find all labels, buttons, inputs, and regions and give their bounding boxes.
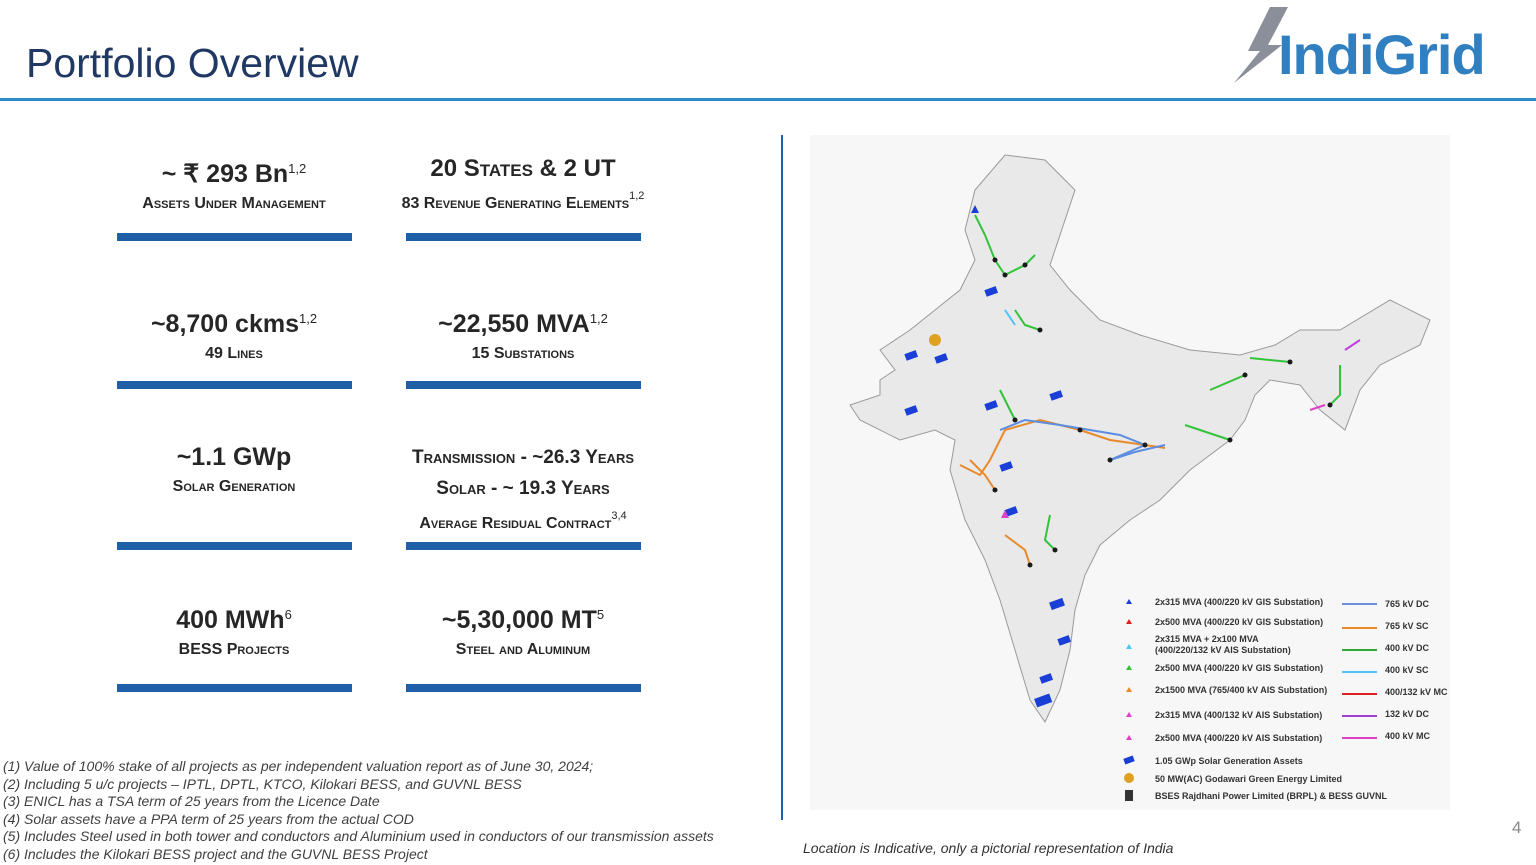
footnote: (4) Solar assets have a PPA term of 25 y… (3, 810, 414, 827)
metric: ~5,30,000 MT5 Steel and Aluminum (358, 600, 688, 659)
metric-label: 49 Lines (205, 345, 263, 362)
footnote: (5) Includes Steel used in both tower an… (3, 828, 714, 844)
metric-caption: Steel and Aluminum (358, 641, 688, 659)
metric-caption: 83 Revenue Generating Elements1,2 (358, 190, 688, 213)
legend-entry: 765 kV DC (1385, 599, 1430, 609)
metric-caption: 15 Substations (358, 345, 688, 363)
divider (781, 135, 783, 820)
map-legend (1123, 599, 1377, 801)
metric-bar (117, 542, 352, 550)
godawari-marker (929, 334, 941, 346)
substation-marker (1001, 510, 1009, 518)
metric-headline: ~22,550 MVA1,2 (358, 304, 688, 339)
footnote: (2) Including 5 u/c projects – IPTL, DPT… (3, 775, 522, 792)
legend-entry: BSES Rajdhani Power Limited (BRPL) & BES… (1155, 791, 1388, 801)
metric: 20 States & 2 UT 83 Revenue Generating El… (358, 154, 688, 213)
metric-label: Solar Generation (172, 478, 296, 495)
metric: 400 MWh6 BESS Projects (69, 600, 399, 659)
metric-headline: ~1.1 GWp (69, 442, 399, 472)
legend-entry: 2x500 MVA (400/220 kV GIS Substation) (1155, 617, 1324, 627)
metric-value: ~8,700 ckms (150, 310, 299, 338)
map-caption: Location is Indicative, only a pictorial… (803, 840, 1174, 856)
legend-entry: 400/132 kV MC (1385, 687, 1448, 697)
metric-bar (406, 233, 641, 241)
metric: Transmission - ~26.3 Years Solar - ~ 19.3… (358, 442, 688, 533)
logo-bolt (1234, 7, 1288, 83)
metric-value: ~22,550 MVA (438, 310, 590, 338)
legend-entry: 400 kV DC (1385, 643, 1430, 653)
metric-caption: Assets Under Management (69, 195, 399, 213)
metric-label: 15 Substations (471, 345, 575, 362)
metric: ~8,700 ckms1,2 49 Lines (69, 304, 399, 363)
header-rule (0, 98, 1536, 101)
footnote-ref: 6 (284, 607, 292, 622)
footnote-ref: 1,2 (298, 311, 318, 326)
page-number: 4 (1512, 818, 1522, 837)
legend-entry: 400 kV SC (1385, 665, 1429, 675)
metric-bar (406, 684, 641, 692)
metric: ~22,550 MVA1,2 15 Substations (358, 304, 688, 363)
metric: ~1.1 GWp Solar Generation (69, 442, 399, 496)
metric-bar (117, 233, 352, 241)
metric-headline: 400 MWh6 (69, 600, 399, 635)
metric-label: Steel and Aluminum (455, 641, 591, 658)
metric-label: BESS Projects (178, 641, 290, 658)
metric-value: 20 States & 2 UT (430, 155, 616, 182)
legend-entry: 400 kV MC (1385, 731, 1431, 741)
metric-headline: 20 States & 2 UT (358, 154, 688, 184)
metric-headline: Transmission - ~26.3 Years (411, 447, 635, 468)
legend-entry: 132 kV DC (1385, 709, 1430, 719)
india-outline (849, 154, 1431, 724)
metric-bar (406, 381, 641, 389)
legend-entry: 1.05 GWp Solar Generation Assets (1155, 756, 1303, 766)
footnote: (6) Includes the Kilokari BESS project a… (3, 845, 428, 862)
legend-entry: 2x1500 MVA (765/400 kV AIS Substation) (1155, 685, 1328, 695)
legend-entry: 2x315 MVA + 2x100 MVA (400/220/132 kV AI… (1155, 634, 1291, 655)
metric-label: Assets Under Management (142, 195, 326, 212)
metric-bar (117, 381, 352, 389)
metric-headline: ~5,30,000 MT5 (358, 600, 688, 635)
india-map (810, 135, 1450, 810)
metric-headline: Solar - ~ 19.3 Years (436, 478, 610, 499)
footnote: (3) ENICL has a TSA term of 25 years fro… (3, 793, 380, 809)
metric-value: ~5,30,000 MT (441, 606, 597, 634)
metric-headline: ~8,700 ckms1,2 (69, 304, 399, 339)
metric-bar (117, 684, 352, 692)
metric-value: ~1.1 GWp (176, 443, 292, 471)
legend-entry: 2x315 MVA (400/132 kV AIS Substation) (1155, 710, 1323, 720)
legend-entry: 765 kV SC (1385, 621, 1429, 631)
metric-value: 400 MWh (176, 606, 285, 634)
metric-label: 83 Revenue Generating Elements (401, 195, 630, 212)
metric: ~ ₹ 293 Bn1,2 Assets Under Management (69, 154, 399, 213)
slide-title: Portfolio Overview (26, 40, 359, 86)
footnotes: (1) Value of 100% stake of all projects … (3, 758, 714, 863)
solar-markers (904, 286, 1072, 708)
legend-entry: 2x500 MVA (400/220 kV GIS Substation) (1155, 663, 1324, 673)
logo: IndiGrid (1278, 23, 1486, 86)
footnote-ref: 1,2 (629, 190, 645, 202)
substation-marker (971, 205, 979, 213)
footnote-ref: 1,2 (589, 311, 608, 326)
legend-entry: 50 MW(AC) Godawari Green Energy Limited (1155, 774, 1343, 784)
legend-entry: 2x500 MVA (400/220 kV AIS Substation) (1155, 733, 1323, 743)
footnote-ref: 1,2 (288, 161, 307, 176)
metric-caption: BESS Projects (69, 641, 399, 659)
metric-caption: Solar Generation (69, 478, 399, 496)
legend-entry: 2x315 MVA (400/220 kV GIS Substation) (1155, 597, 1324, 607)
map-lines (959, 214, 1361, 566)
metric-label: Average Residual Contract (419, 515, 612, 532)
metric-headline: ~ ₹ 293 Bn1,2 (69, 154, 399, 189)
metric-caption: Average Residual Contract3,4 (358, 510, 688, 533)
footnote-ref: 3,4 (611, 510, 627, 522)
metric-bar (406, 542, 641, 550)
map-nodes (992, 257, 1333, 568)
footnote-ref: 5 (596, 607, 605, 622)
metric-caption: 49 Lines (69, 345, 399, 363)
footnote: (1) Value of 100% stake of all projects … (3, 758, 594, 774)
metric-value: ~ ₹ 293 Bn (161, 160, 289, 188)
